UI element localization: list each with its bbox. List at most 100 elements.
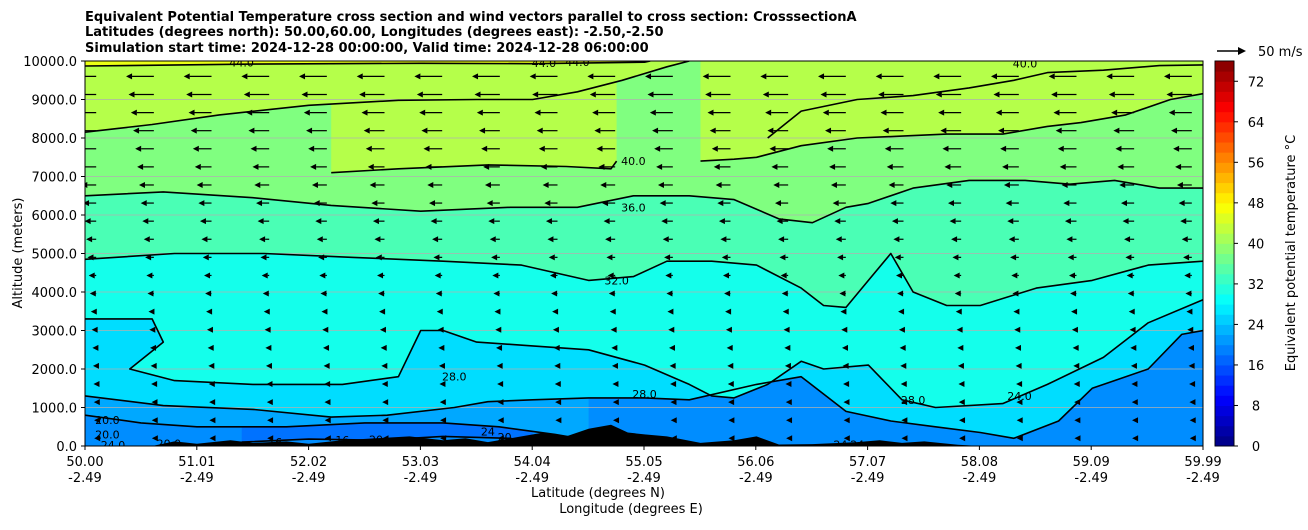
wind-vector — [670, 435, 677, 442]
wind-vector — [592, 109, 616, 116]
wind-vector-head — [959, 435, 966, 442]
wind-vector-head — [151, 399, 158, 406]
wind-vector-head — [1132, 435, 1139, 442]
wind-vector — [762, 91, 789, 98]
wind-vector-head — [254, 181, 261, 188]
wind-vector — [765, 109, 789, 116]
wind-vector-head — [612, 399, 619, 406]
wind-vector — [1124, 236, 1135, 243]
wind-vector — [709, 127, 731, 134]
wind-vector-head — [147, 290, 154, 297]
wind-vector — [202, 254, 212, 261]
wind-vector-head — [598, 163, 605, 170]
colorbar-band — [1215, 405, 1234, 417]
contour-label: 20.0 — [157, 438, 182, 451]
colorbar-band — [1215, 91, 1234, 103]
y-tick-label: 7000.0 — [32, 171, 78, 186]
wind-vector — [901, 435, 908, 442]
wind-vector-head — [538, 145, 545, 152]
wind-vector-head — [190, 127, 197, 134]
field-band — [331, 61, 617, 173]
wind-vector-head — [318, 254, 325, 261]
colorbar: 0 8 16 24 32 40 48 56 64 72 — [1214, 60, 1264, 455]
wind-vector-head — [725, 308, 732, 315]
wind-vector-head — [1122, 218, 1129, 225]
wind-vector — [262, 290, 270, 297]
wind-vector — [321, 308, 328, 315]
wind-vector — [843, 435, 850, 442]
wind-vector-head — [592, 109, 599, 116]
wind-vector-head — [146, 272, 153, 279]
x-tick-label-lat: 50.00 — [66, 455, 103, 470]
wind-vector-head — [382, 417, 389, 424]
wind-vector-head — [90, 308, 97, 315]
wind-vector-head — [93, 399, 100, 406]
wind-vector — [1188, 362, 1195, 369]
wind-vector — [135, 145, 154, 152]
wind-vector-head — [728, 417, 735, 424]
wind-vector-head — [1111, 109, 1118, 116]
wind-vector — [427, 181, 443, 188]
wind-vector — [198, 200, 212, 207]
wind-vector-head — [241, 73, 248, 80]
wind-vector-head — [935, 91, 942, 98]
wind-vector-head — [728, 399, 735, 406]
contour-line — [85, 414, 589, 441]
x-tick-label-lat: 55.05 — [625, 455, 662, 470]
wind-vector — [659, 200, 673, 207]
wind-vector — [893, 236, 904, 243]
wind-vector — [381, 362, 388, 369]
wind-vector — [147, 290, 154, 297]
y-tick-label: 6000.0 — [32, 209, 78, 224]
contour-label: 40.0 — [621, 155, 646, 168]
wind-vector-head — [880, 109, 887, 116]
wind-vector — [313, 200, 327, 207]
wind-vector-head — [198, 200, 205, 207]
wind-vector-head — [209, 435, 216, 442]
wind-vector — [662, 236, 673, 243]
wind-vector-head — [827, 145, 834, 152]
wind-vector — [205, 290, 212, 297]
chart-title-line-3: Simulation start time: 2024-12-28 00:00:… — [85, 41, 649, 56]
wind-vector-head — [204, 272, 211, 279]
wind-vector-head — [311, 181, 318, 188]
wind-vector-head — [782, 308, 789, 315]
wind-vector-head — [951, 236, 958, 243]
wind-vector-head — [205, 290, 212, 297]
wind-vector — [548, 254, 558, 261]
y-axis-label: Altitude (meters) — [11, 198, 26, 309]
wind-vector — [209, 399, 216, 406]
wind-vector-head — [367, 163, 374, 170]
colorbar-band — [1215, 283, 1234, 295]
wind-vector — [1119, 181, 1135, 188]
colorbar-band — [1215, 304, 1234, 315]
wind-vector — [190, 127, 212, 134]
wind-vector — [128, 91, 154, 98]
wind-vector-head — [143, 236, 150, 243]
wind-vector — [602, 200, 616, 207]
wind-vector-head — [186, 91, 193, 98]
wind-vector-head — [308, 145, 315, 152]
wind-vector-head — [596, 145, 603, 152]
wind-vector — [1176, 181, 1192, 188]
wind-vector — [323, 344, 330, 351]
wind-vector-head — [489, 236, 496, 243]
wind-vector-head — [135, 145, 142, 152]
wind-vector-head — [1070, 290, 1077, 297]
wind-vector-head — [264, 326, 271, 333]
wind-vector — [1016, 399, 1023, 406]
wind-vector-head — [938, 109, 945, 116]
wind-vector-head — [377, 272, 384, 279]
wind-vector — [324, 381, 331, 388]
wind-vector-head — [726, 344, 733, 351]
wind-vector — [1125, 254, 1135, 261]
wind-vector-head — [356, 73, 363, 80]
wind-vector — [1074, 399, 1081, 406]
wind-vector — [898, 308, 905, 315]
wind-vector — [1071, 326, 1078, 333]
x-tick-label-lat: 52.02 — [290, 455, 327, 470]
wind-vector — [208, 381, 215, 388]
wind-vector-head — [602, 200, 609, 207]
wind-vector — [998, 127, 1019, 134]
wind-vector-head — [382, 435, 389, 442]
